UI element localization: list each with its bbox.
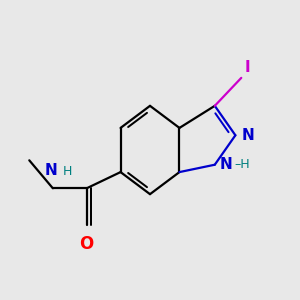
- Text: N: N: [241, 128, 254, 143]
- Text: I: I: [244, 60, 250, 75]
- Text: N: N: [45, 163, 58, 178]
- Text: N: N: [219, 157, 232, 172]
- Text: –H: –H: [235, 158, 250, 171]
- Text: O: O: [80, 236, 94, 253]
- Text: H: H: [63, 165, 73, 178]
